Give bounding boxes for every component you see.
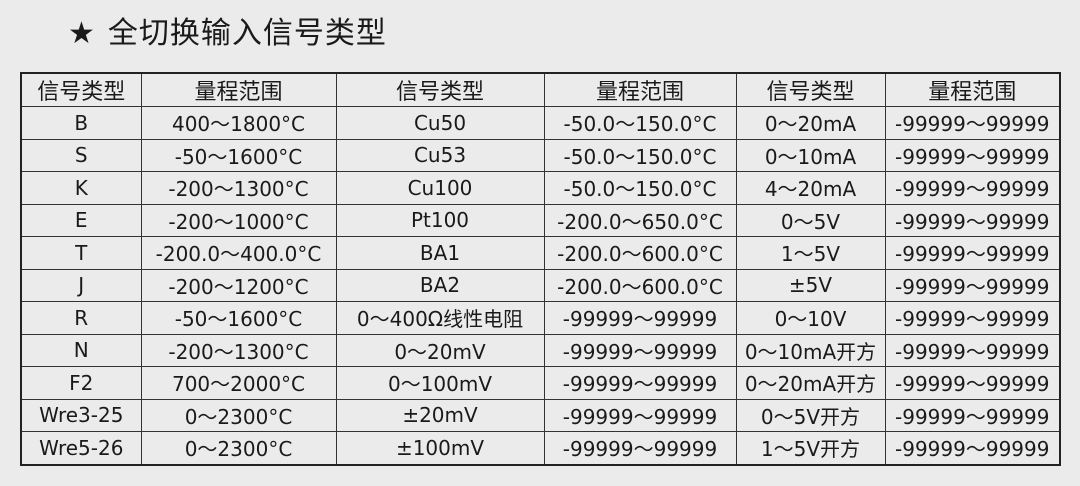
- table-row: F2 700～2000°C 0～100mV -99999～99999 0～20mA开方 -…: [20, 366, 1061, 400]
- cell-range: -200.0～600.0°C: [543, 236, 737, 270]
- cell-range: -99999～99999: [884, 106, 1061, 140]
- table-row: T -200.0～400.0°C BA1 -200.0～600.0°C 1～5V -999…: [20, 236, 1061, 270]
- header-range: 量程范围: [140, 72, 337, 107]
- header-range: 量程范围: [884, 72, 1061, 107]
- cell-range: -50.0～150.0°C: [543, 138, 737, 172]
- cell-signal-type: 0～10mA: [735, 138, 886, 172]
- cell-signal-type: 1～5V开方: [735, 431, 886, 465]
- cell-signal-type: Pt100: [335, 203, 545, 237]
- cell-signal-type: 0～10mA开方: [735, 333, 886, 367]
- cell-range: -50.0～150.0°C: [543, 171, 737, 205]
- cell-range: -99999～99999: [543, 431, 737, 465]
- cell-signal-type: 1～5V: [735, 236, 886, 270]
- header-signal-type: 信号类型: [20, 72, 142, 107]
- header-range: 量程范围: [543, 72, 737, 107]
- cell-signal-type: Cu53: [335, 138, 545, 172]
- cell-signal-type: 0～20mA开方: [735, 366, 886, 400]
- cell-signal-type: 0～100mV: [335, 366, 545, 400]
- cell-signal-type: Wre3-25: [20, 398, 142, 432]
- cell-signal-type: 0～5V开方: [735, 398, 886, 432]
- cell-range: -200～1300°C: [140, 333, 337, 367]
- cell-signal-type: S: [20, 138, 142, 172]
- cell-range: -200～1300°C: [140, 171, 337, 205]
- cell-range: -99999～99999: [543, 333, 737, 367]
- cell-signal-type: ±100mV: [335, 431, 545, 465]
- table-row: J -200～1200°C BA2 -200.0～600.0°C ±5V -99999～9…: [20, 268, 1061, 302]
- header-signal-type: 信号类型: [335, 72, 545, 107]
- cell-range: -99999～99999: [884, 171, 1061, 205]
- cell-range: 0～2300°C: [140, 431, 337, 465]
- cell-range: -99999～99999: [884, 301, 1061, 335]
- cell-signal-type: B: [20, 106, 142, 140]
- signal-type-table: 信号类型 量程范围 信号类型 量程范围 信号类型 量程范围 B 400～1800°C Cu50…: [20, 72, 1061, 466]
- cell-signal-type: N: [20, 333, 142, 367]
- cell-range: -50.0～150.0°C: [543, 106, 737, 140]
- cell-signal-type: E: [20, 203, 142, 237]
- cell-range: -99999～99999: [543, 398, 737, 432]
- cell-range: -99999～99999: [884, 236, 1061, 270]
- cell-signal-type: T: [20, 236, 142, 270]
- cell-signal-type: Cu50: [335, 106, 545, 140]
- cell-range: -99999～99999: [884, 203, 1061, 237]
- header-signal-type: 信号类型: [735, 72, 886, 107]
- table-row: R -50～1600°C 0～400Ω线性电阻 -99999～99999 0～10V -9…: [20, 301, 1061, 335]
- cell-range: 400～1800°C: [140, 106, 337, 140]
- star-icon: ★: [68, 16, 96, 51]
- cell-range: -200.0～400.0°C: [140, 236, 337, 270]
- cell-range: -200.0～650.0°C: [543, 203, 737, 237]
- table-row: N -200～1300°C 0～20mV -99999～99999 0～10mA开方 -9…: [20, 333, 1061, 367]
- cell-signal-type: ±20mV: [335, 398, 545, 432]
- cell-range: -200～1000°C: [140, 203, 337, 237]
- cell-signal-type: BA1: [335, 236, 545, 270]
- cell-signal-type: F2: [20, 366, 142, 400]
- table-row: Wre5-26 0～2300°C ±100mV -99999～99999 1～5V开方 -…: [20, 431, 1061, 465]
- cell-range: -200～1200°C: [140, 268, 337, 302]
- title-text: 全切换输入信号类型: [107, 16, 387, 51]
- cell-signal-type: 0～10V: [735, 301, 886, 335]
- cell-range: -99999～99999: [884, 138, 1061, 172]
- table-row: K -200～1300°C Cu100 -50.0～150.0°C 4～20mA -999…: [20, 171, 1061, 205]
- cell-signal-type: K: [20, 171, 142, 205]
- cell-signal-type: R: [20, 301, 142, 335]
- cell-range: -50～1600°C: [140, 301, 337, 335]
- cell-range: -99999～99999: [543, 301, 737, 335]
- cell-range: 0～2300°C: [140, 398, 337, 432]
- table-row: B 400～1800°C Cu50 -50.0～150.0°C 0～20mA -99999…: [20, 106, 1061, 140]
- cell-signal-type: J: [20, 268, 142, 302]
- cell-range: 700～2000°C: [140, 366, 337, 400]
- cell-signal-type: ±5V: [735, 268, 886, 302]
- cell-signal-type: 0～20mA: [735, 106, 886, 140]
- cell-signal-type: Wre5-26: [20, 431, 142, 465]
- table-row: Wre3-25 0～2300°C ±20mV -99999～99999 0～5V开方 -9…: [20, 398, 1061, 432]
- cell-signal-type: BA2: [335, 268, 545, 302]
- cell-signal-type: 0～20mV: [335, 333, 545, 367]
- cell-range: -99999～99999: [884, 398, 1061, 432]
- cell-range: -99999～99999: [884, 333, 1061, 367]
- page-title: ★ 全切换输入信号类型: [68, 14, 387, 54]
- cell-range: -50～1600°C: [140, 138, 337, 172]
- cell-range: -99999～99999: [884, 431, 1061, 465]
- cell-signal-type: 0～400Ω线性电阻: [335, 301, 545, 335]
- table-header-row: 信号类型 量程范围 信号类型 量程范围 信号类型 量程范围: [20, 72, 1061, 107]
- cell-signal-type: Cu100: [335, 171, 545, 205]
- table-row: S -50～1600°C Cu53 -50.0～150.0°C 0～10mA -99999…: [20, 138, 1061, 172]
- cell-range: -99999～99999: [884, 366, 1061, 400]
- cell-range: -200.0～600.0°C: [543, 268, 737, 302]
- cell-range: -99999～99999: [884, 268, 1061, 302]
- cell-range: -99999～99999: [543, 366, 737, 400]
- table-row: E -200～1000°C Pt100 -200.0～650.0°C 0～5V -9999…: [20, 203, 1061, 237]
- cell-signal-type: 0～5V: [735, 203, 886, 237]
- cell-signal-type: 4～20mA: [735, 171, 886, 205]
